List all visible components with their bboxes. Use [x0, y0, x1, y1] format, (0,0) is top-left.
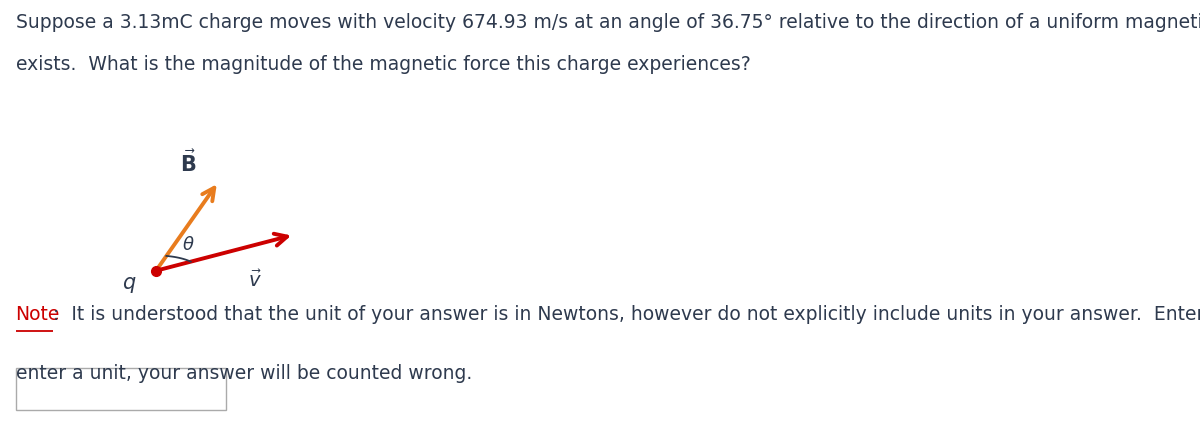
Bar [16, 368, 226, 410]
Text: $q$: $q$ [122, 275, 137, 295]
Text: $\vec{\mathbf{B}}$: $\vec{\mathbf{B}}$ [180, 149, 197, 176]
Text: Suppose a 3.13mC charge moves with velocity 674.93 m/s at an angle of 36.75° rel: Suppose a 3.13mC charge moves with veloc… [16, 13, 1200, 32]
Text: enter a unit, your answer will be counted wrong.: enter a unit, your answer will be counte… [16, 364, 472, 383]
Text: :  It is understood that the unit of your answer is in Newtons, however do not e: : It is understood that the unit of your… [53, 305, 1200, 324]
Text: exists.  What is the magnitude of the magnetic force this charge experiences?: exists. What is the magnitude of the mag… [16, 55, 750, 74]
Text: Note: Note [16, 305, 60, 324]
Text: $\vec{v}$: $\vec{v}$ [247, 269, 262, 291]
Text: $\theta$: $\theta$ [182, 236, 196, 254]
